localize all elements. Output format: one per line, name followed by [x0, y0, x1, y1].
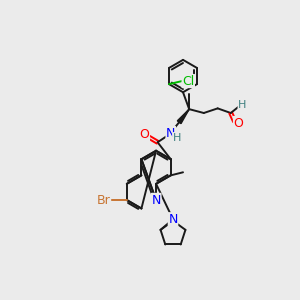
Text: Br: Br	[97, 194, 111, 206]
Text: N: N	[166, 127, 175, 140]
Text: N: N	[152, 194, 161, 206]
Text: N: N	[168, 213, 178, 226]
Text: O: O	[233, 116, 243, 130]
Text: O: O	[140, 128, 149, 141]
Text: H: H	[238, 100, 247, 110]
Text: Cl: Cl	[182, 74, 194, 88]
Polygon shape	[177, 109, 189, 124]
Text: H: H	[173, 133, 181, 142]
Text: N: N	[152, 194, 161, 206]
